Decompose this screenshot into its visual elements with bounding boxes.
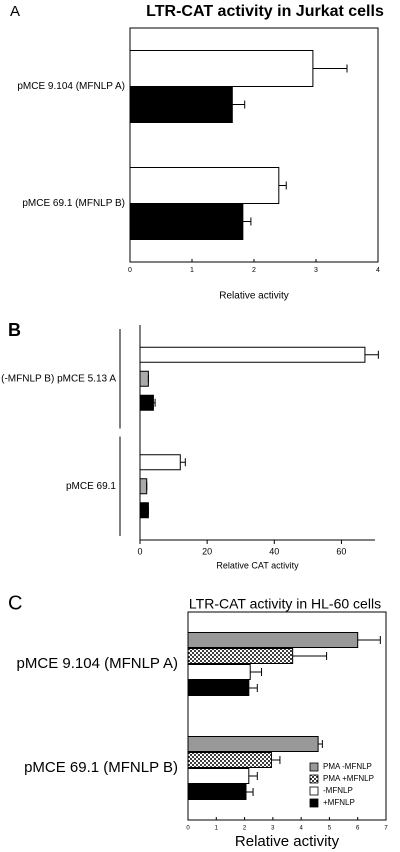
- x-tick-label: 7: [384, 826, 388, 832]
- legend-swatch: [309, 798, 319, 808]
- category-label: pMCE 9.104 (MFNLP A): [17, 81, 125, 92]
- plot-frame: [187, 611, 387, 821]
- x-tick-label: 2: [252, 267, 256, 274]
- bar: [139, 454, 181, 471]
- legend-label: -MFNLP: [323, 786, 353, 795]
- x-tick-label: 60: [336, 546, 346, 556]
- x-tick-label: 0: [128, 267, 132, 274]
- bar: [139, 394, 154, 411]
- panel-label: B: [8, 320, 21, 340]
- x-tick-label: 4: [376, 267, 380, 274]
- bar: [139, 370, 149, 387]
- bar: [129, 86, 233, 123]
- category-label: pMCE 9.104 (MFNLP A): [17, 655, 178, 672]
- bar: [129, 50, 314, 87]
- chart-title: LTR-CAT activity in Jurkat cells: [146, 3, 384, 20]
- bar: [187, 752, 272, 768]
- bar: [187, 736, 319, 752]
- x-axis-label: Relative activity: [219, 291, 288, 302]
- category-label: pMCE 69.1 (MFNLP B): [24, 759, 178, 776]
- x-tick-label: 3: [314, 267, 318, 274]
- x-tick-label: 1: [215, 826, 219, 832]
- legend-swatch: [309, 786, 319, 796]
- legend-swatch: [309, 762, 319, 772]
- bar: [187, 664, 251, 680]
- category-label: pMCE 69.1: [66, 481, 116, 492]
- category-label: (-MFNLP B) pMCE 5.13 A: [1, 373, 116, 384]
- x-tick-label: 1: [190, 267, 194, 274]
- bar: [187, 632, 359, 648]
- bar: [129, 203, 244, 240]
- x-axis-label: Relative CAT activity: [216, 560, 299, 570]
- legend-label: PMA -MFNLP: [323, 762, 372, 771]
- bar: [187, 768, 250, 784]
- x-tick-label: 2: [243, 826, 247, 832]
- legend-swatch: [309, 774, 319, 784]
- x-tick-label: 20: [202, 546, 212, 556]
- category-label: pMCE 69.1 (MFNLP B): [22, 198, 125, 209]
- chart-title: LTR-CAT activity in HL-60 cells: [189, 596, 381, 612]
- x-tick-label: 5: [328, 826, 332, 832]
- x-tick-label: 0: [186, 826, 190, 832]
- x-tick-label: 0: [137, 546, 142, 556]
- bar: [187, 784, 247, 800]
- bar: [139, 478, 148, 495]
- bar: [129, 167, 280, 204]
- bar: [187, 648, 294, 664]
- x-tick-label: 3: [271, 826, 275, 832]
- bar: [139, 502, 149, 519]
- panel-label: C: [8, 592, 22, 614]
- legend-label: +MFNLP: [323, 798, 355, 807]
- bar: [187, 680, 250, 696]
- x-axis-label: Relative activity: [235, 833, 340, 850]
- panel-label: A: [10, 3, 20, 20]
- bar: [139, 346, 366, 363]
- x-tick-label: 40: [269, 546, 279, 556]
- x-tick-label: 6: [356, 826, 360, 832]
- x-tick-label: 4: [299, 826, 303, 832]
- legend-label: PMA +MFNLP: [323, 774, 374, 783]
